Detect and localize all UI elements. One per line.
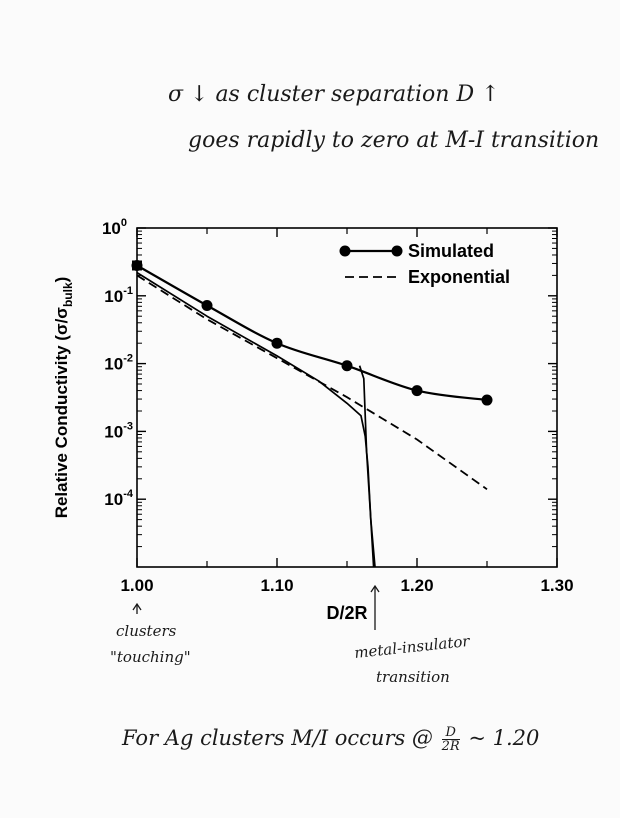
fraction-denominator: 2R [441, 739, 460, 754]
callout-arrow-mi-head [370, 584, 380, 593]
x-tick-label: 1.00 [120, 576, 153, 595]
y-axis-label: Relative Conductivity (σ/σbulk) [52, 277, 75, 519]
y-tick-label: 10-2 [104, 353, 133, 374]
legend-exponential-label: Exponential [408, 267, 510, 287]
fraction-numerator: D [441, 726, 460, 740]
annotation-transition: transition [376, 668, 450, 686]
series-transition-line [358, 365, 376, 568]
y-tick-label: 10-4 [104, 488, 134, 509]
annotation-bottom-prefix: For Ag clusters M/I occurs @ [122, 726, 433, 750]
annotation-bottom-suffix: ~ 1.20 [468, 726, 540, 750]
simulated-point [341, 360, 353, 372]
start-marker [132, 260, 142, 271]
x-tick-label: 1.30 [540, 576, 573, 595]
series-transition-line [136, 271, 375, 568]
legend-simulated-marker [339, 245, 351, 257]
y-tick-label: 10-1 [104, 285, 133, 306]
series-simulated-line [136, 264, 488, 402]
annotation-top-line2: goes rapidly to zero at M-I transition [188, 128, 600, 153]
callout-arrow-touching-head [132, 602, 142, 611]
y-tick-label: 10-3 [104, 420, 133, 441]
annotation-bottom-fraction: D 2R [441, 726, 460, 754]
annotation-bottom: For Ag clusters M/I occurs @ D 2R ~ 1.20 [122, 726, 539, 753]
x-tick-label: 1.10 [260, 576, 293, 595]
series-exponential-line [136, 274, 488, 491]
simulated-point [481, 394, 493, 406]
annotation-clusters: clusters [116, 622, 177, 640]
x-axis-label: D/2R [326, 603, 367, 623]
annotation-top-line1: σ ↓ as cluster separation D ↑ [168, 82, 500, 107]
simulated-point [201, 299, 213, 311]
legend-simulated-label: Simulated [408, 241, 494, 261]
annotation-touching: "touching" [110, 648, 191, 666]
simulated-point [271, 337, 283, 349]
x-tick-label: 1.20 [400, 576, 433, 595]
legend-simulated-marker [391, 245, 403, 257]
y-tick-label: 100 [102, 217, 127, 238]
simulated-point [411, 385, 423, 397]
